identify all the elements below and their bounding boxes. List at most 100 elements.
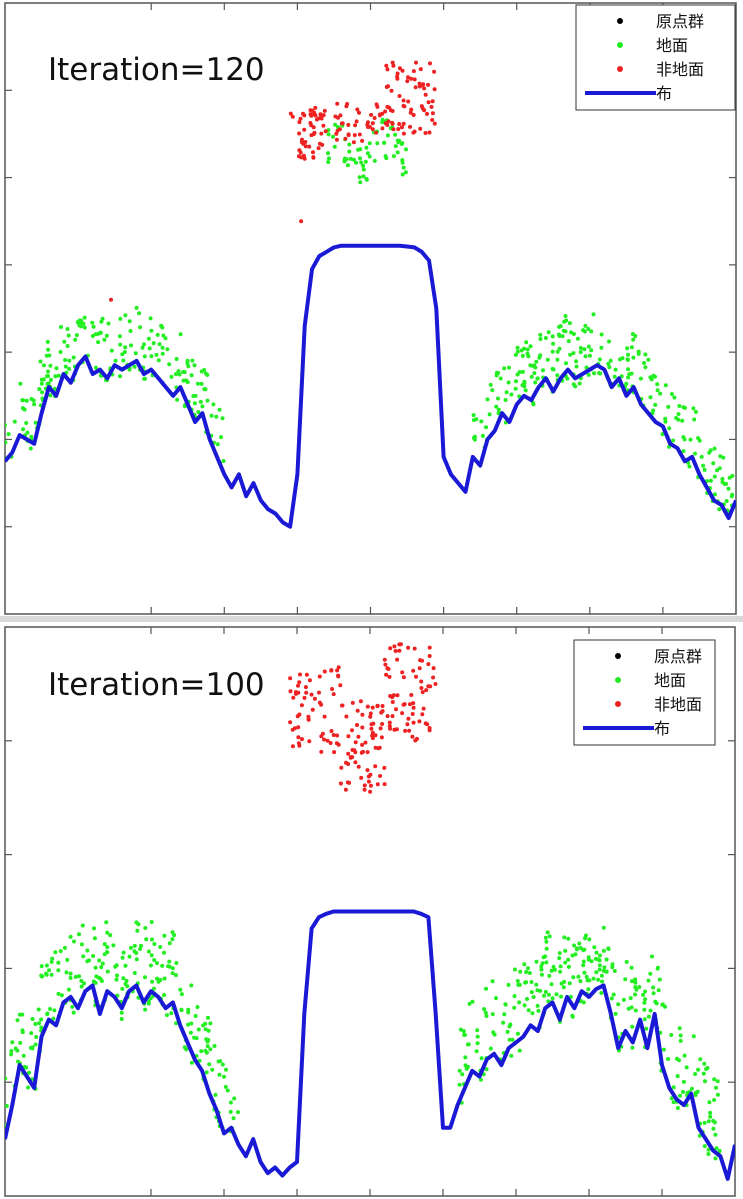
- ground-point: [48, 393, 53, 398]
- ground-point: [515, 1031, 520, 1036]
- ground-point: [707, 1100, 712, 1105]
- non-ground-point: [353, 740, 358, 745]
- ground-point: [157, 342, 162, 347]
- ground-point: [361, 167, 366, 172]
- non-ground-point: [426, 82, 430, 87]
- non-ground-point: [293, 690, 298, 695]
- non-ground-point: [426, 662, 431, 667]
- non-ground-point: [408, 702, 412, 707]
- ground-point: [194, 1036, 199, 1041]
- ground-point: [496, 396, 500, 401]
- ground-point: [58, 949, 63, 954]
- ground-point: [687, 464, 692, 469]
- ground-point: [118, 342, 123, 347]
- ground-point: [487, 412, 492, 417]
- ground-point: [616, 1002, 621, 1007]
- ground-point: [36, 1007, 41, 1012]
- ground-point: [79, 942, 84, 947]
- ground-point: [18, 1040, 23, 1045]
- ground-point: [209, 413, 214, 418]
- ground-point: [648, 375, 653, 380]
- non-ground-point: [351, 140, 356, 145]
- non-ground-point: [413, 85, 418, 90]
- non-ground-point: [304, 672, 309, 677]
- ground-point: [44, 971, 48, 976]
- ground-point: [631, 337, 636, 342]
- non-ground-point: [382, 765, 387, 770]
- ground-point: [626, 357, 630, 362]
- ground-point: [67, 366, 72, 371]
- ground-point: [517, 982, 522, 987]
- non-ground-point: [352, 133, 357, 138]
- ground-point: [102, 337, 107, 342]
- ground-point: [485, 397, 490, 402]
- non-ground-point: [312, 696, 317, 701]
- ground-point: [48, 363, 53, 368]
- ground-point: [551, 367, 556, 372]
- ground-point: [726, 486, 731, 491]
- non-ground-point: [385, 67, 390, 72]
- ground-point: [20, 1012, 25, 1017]
- ground-point: [122, 350, 127, 354]
- ground-point: [568, 352, 573, 357]
- ground-point: [196, 410, 201, 414]
- ground-point: [206, 1015, 210, 1020]
- ground-point: [567, 321, 572, 326]
- non-ground-point: [343, 787, 348, 792]
- ground-point: [496, 407, 501, 412]
- non-ground-point: [378, 774, 383, 778]
- ground-point: [701, 1071, 706, 1076]
- non-ground-point: [363, 740, 368, 745]
- ground-point: [626, 375, 631, 380]
- ground-point: [505, 1029, 510, 1034]
- ground-point: [105, 969, 110, 974]
- non-ground-point: [380, 126, 385, 131]
- ground-point: [143, 975, 147, 980]
- non-ground-point: [298, 672, 302, 677]
- ground-point: [49, 959, 54, 964]
- ground-point: [217, 1072, 222, 1077]
- ground-point: [41, 363, 46, 368]
- ground-point: [56, 968, 61, 973]
- ground-point: [460, 1072, 465, 1077]
- ground-point: [597, 958, 602, 963]
- non-ground-point: [384, 85, 389, 89]
- non-ground-point: [297, 131, 302, 136]
- ground-point: [503, 1002, 508, 1007]
- ground-point: [25, 430, 30, 435]
- ground-point: [680, 418, 685, 423]
- ground-point: [464, 1066, 469, 1071]
- ground-point: [623, 977, 628, 982]
- ground-point: [643, 365, 648, 370]
- ground-point: [555, 357, 560, 362]
- non-ground-point: [307, 678, 312, 683]
- non-ground-point: [401, 121, 406, 126]
- ground-point: [695, 1089, 700, 1094]
- ground-point: [391, 154, 396, 159]
- ground-point: [152, 942, 157, 946]
- ground-point: [51, 1016, 56, 1021]
- ground-point: [393, 132, 398, 137]
- ground-point: [490, 1012, 495, 1017]
- ground-point: [541, 955, 546, 960]
- ground-point: [498, 376, 503, 381]
- ground-point: [584, 365, 589, 370]
- ground-point: [142, 376, 147, 381]
- non-ground-point: [309, 113, 314, 118]
- ground-point: [666, 1057, 671, 1061]
- ground-point: [563, 948, 568, 953]
- ground-point: [583, 323, 588, 328]
- non-ground-point: [288, 689, 293, 694]
- non-ground-point: [390, 700, 395, 704]
- ground-point: [506, 380, 511, 385]
- ground-point: [577, 381, 582, 386]
- ground-point: [134, 951, 139, 955]
- ground-point: [479, 1056, 484, 1061]
- ground-point: [65, 327, 70, 331]
- ground-point: [637, 985, 642, 989]
- ground-point: [691, 1034, 696, 1039]
- ground-point: [507, 1024, 512, 1029]
- ground-point: [359, 160, 364, 165]
- ground-point: [538, 337, 543, 341]
- ground-point: [538, 988, 543, 993]
